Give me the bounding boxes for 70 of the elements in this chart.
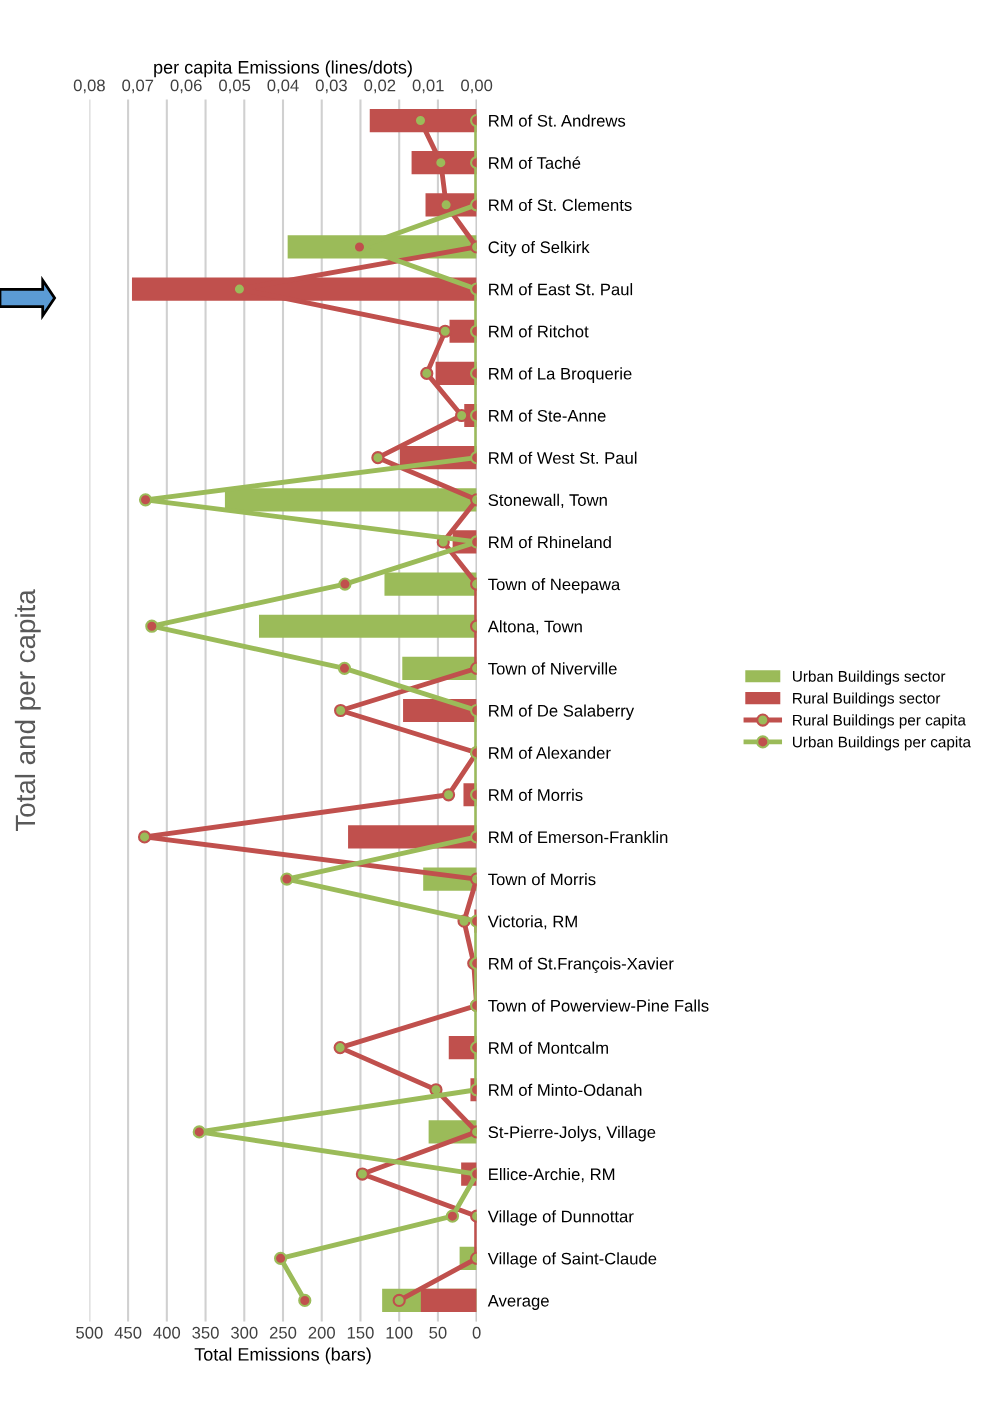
x-tick-label: 50: [429, 1326, 447, 1339]
y-tick-label: City of Selkirk: [488, 240, 590, 257]
y-tick-label: RM of Taché: [489, 156, 581, 169]
x-tick-label: 300: [231, 1326, 258, 1339]
y-tick-label: RM of West St. Paul: [489, 451, 637, 464]
x-tick-label: 350: [192, 1326, 219, 1339]
y-tick-label: RM of La Broquerie: [489, 367, 632, 383]
y-tick-label: Average: [487, 1295, 549, 1310]
x2-tick-label: 0,04: [267, 79, 299, 94]
y-tick-label: RM of Ste-Anne: [489, 409, 606, 422]
y-tick-label: RM of Ritchot: [489, 325, 589, 338]
y-tick-label: Town of Niverville: [488, 662, 617, 675]
legend-label: Rural Buildings sector: [793, 692, 941, 707]
y-tick-label: Town of Neepawa: [488, 578, 621, 594]
x2-tick-label: 0,03: [315, 79, 347, 94]
x-tick-label: 0: [472, 1326, 481, 1339]
y-tick-label: Village of Dunnottar: [487, 1210, 634, 1226]
x-tick-label: 500: [76, 1326, 103, 1339]
x2-axis-title: per capita Emissions (lines/dots): [154, 60, 412, 78]
y-tick-label: RM of Alexander: [489, 746, 611, 759]
y-tick-label: RM of East St. Paul: [489, 283, 633, 296]
text: Total and per capita: [14, 589, 41, 832]
point: [273, 1251, 288, 1265]
x-tick-label: 150: [347, 1326, 374, 1339]
point: [355, 1167, 369, 1181]
x-tick-label: 100: [386, 1326, 413, 1339]
point: [371, 451, 385, 465]
point: [333, 1041, 347, 1055]
y-tick-label: RM of Montcalm: [489, 1041, 608, 1054]
point: [298, 1293, 312, 1308]
y-tick-label: RM of Morris: [489, 788, 583, 801]
x2-tick-label: 0,05: [219, 79, 251, 94]
x2-tick-label: 0,01: [412, 79, 444, 94]
y-tick-label: RM of Rhineland: [489, 535, 611, 549]
legend-label: Urban Buildings sector: [793, 670, 946, 685]
y-tick-label: RM of St.François-Xavier: [489, 957, 674, 973]
x2-tick-label: 0,07: [122, 79, 154, 94]
y-tick-label: RM of St. Clements: [489, 198, 632, 212]
point: [334, 703, 348, 718]
x2-tick-label: 0,02: [364, 79, 396, 94]
x-axis-title: Total Emissions (bars): [194, 1347, 371, 1365]
x2-tick-label: 0,00: [461, 79, 493, 94]
point: [337, 661, 352, 675]
x-tick-label: 200: [308, 1326, 335, 1339]
y-tick-label: Ellice-Archie, RM: [489, 1168, 615, 1183]
y-tick-label: RM of Emerson-Franklin: [489, 830, 668, 844]
point: [280, 872, 294, 886]
x2-tick-label: 0,08: [73, 79, 105, 94]
bar: [348, 825, 477, 849]
point: [338, 577, 352, 591]
point: [192, 1125, 206, 1139]
legend-label: Urban Buildings per capita: [793, 736, 972, 751]
bar: [258, 614, 477, 638]
legend-label: Rural Buildings per capita: [793, 714, 966, 729]
y-tick-label: RM of De Salaberry: [489, 704, 635, 720]
point: [392, 1293, 406, 1308]
y-tick-label: Altona, Town: [487, 620, 582, 635]
y-tick-label: RM of St. Andrews: [489, 114, 626, 127]
y-tick-label: RM of Minto-Odanah: [489, 1083, 642, 1096]
x-tick-label: 450: [114, 1326, 142, 1339]
y-tick-label: St-Pierre-Jolys, Village: [488, 1125, 656, 1142]
x-tick-label: 250: [269, 1326, 297, 1339]
x2-tick-label: 0,06: [170, 79, 202, 94]
x-tick-label: 400: [153, 1326, 181, 1339]
y-tick-label: Stonewall, Town: [488, 493, 607, 508]
y-tick-label: Town of Powerview-Pine Falls: [488, 999, 709, 1012]
y-tick-label: Village of Saint-Claude: [487, 1252, 657, 1268]
y-tick-label: Town of Morris: [488, 873, 596, 886]
y-tick-label: Victoria, RM: [487, 915, 577, 930]
point: [145, 619, 159, 633]
